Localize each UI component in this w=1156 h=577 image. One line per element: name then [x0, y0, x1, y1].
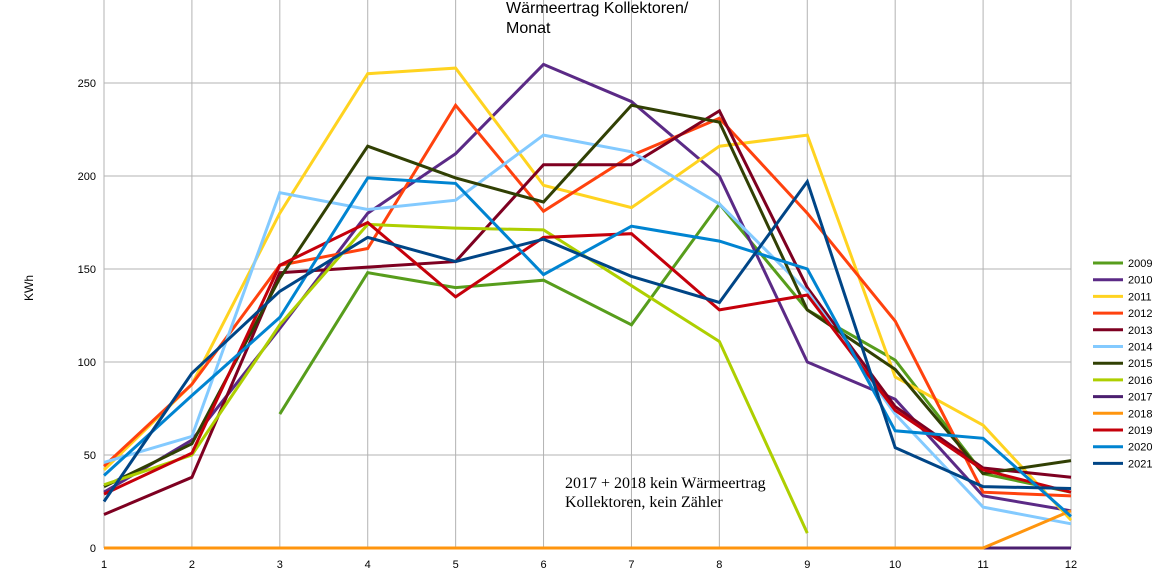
series-2020 [102, 176, 1072, 518]
y-tick-label: 250 [78, 78, 96, 90]
series-2014 [103, 133, 1072, 526]
x-axis-ticks: 1 2 3 4 5 6 7 8 9 10 11 12 [101, 559, 1077, 571]
series-line-2019 [103, 220, 1072, 496]
x-tick-label: 10 [889, 559, 901, 571]
x-tick-label: 5 [453, 559, 459, 571]
legend-label-2013: 2013 [1128, 325, 1152, 337]
series-line-2016 [103, 222, 809, 534]
legend-label-2012: 2012 [1128, 308, 1152, 320]
annotation-line-1: 2017 + 2018 kein Wärmeertrag [565, 475, 766, 492]
series-line-2009 [278, 201, 1072, 494]
legend-label-2014: 2014 [1128, 342, 1152, 354]
x-tick-label: 12 [1065, 559, 1077, 571]
chart-title-line-2: Monat [506, 20, 551, 37]
x-tick-label: 8 [716, 559, 722, 571]
chart-title-line-1: Wärmeertrag Kollektoren/ [506, 0, 689, 17]
y-axis-label: KWh [22, 275, 36, 301]
x-tick-label: 9 [804, 559, 810, 571]
legend-label-2021: 2021 [1128, 458, 1152, 470]
legend: 2009 2010 2011 2012 2013 2014 2015 2016 2017 2018… [1093, 258, 1152, 470]
series-line-2014 [103, 133, 1072, 526]
legend-label-2018: 2018 [1128, 408, 1152, 420]
series-2009 [278, 201, 1072, 494]
x-tick-label: 6 [540, 559, 546, 571]
series-2021 [102, 178, 1072, 503]
x-tick-label: 3 [277, 559, 283, 571]
y-axis-ticks: 0 50 100 150 200 250 [78, 78, 96, 555]
series-line-2018 [104, 509, 1072, 550]
series-line-2012 [102, 102, 1072, 498]
series-2019 [103, 220, 1072, 496]
x-tick-label: 2 [189, 559, 195, 571]
x-tick-label: 7 [628, 559, 634, 571]
legend-label-2019: 2019 [1128, 425, 1152, 437]
legend-label-2020: 2020 [1128, 442, 1152, 454]
y-tick-label: 100 [78, 357, 96, 369]
legend-label-2011: 2011 [1128, 291, 1152, 303]
y-tick-label: 200 [78, 171, 96, 183]
annotation-line-2: Kollektoren, kein Zähler [565, 494, 723, 511]
x-tick-label: 4 [365, 559, 371, 571]
y-tick-label: 50 [84, 450, 96, 462]
series-2016 [103, 222, 809, 534]
x-tick-label: 1 [101, 559, 107, 571]
series-line-2021 [102, 178, 1072, 503]
legend-label-2010: 2010 [1128, 275, 1152, 287]
series-2012 [102, 102, 1072, 498]
legend-label-2017: 2017 [1128, 392, 1152, 404]
y-tick-label: 0 [90, 543, 96, 555]
y-tick-label: 150 [78, 264, 96, 276]
plot-area [102, 62, 1073, 550]
x-tick-label: 11 [977, 559, 988, 571]
legend-label-2015: 2015 [1128, 358, 1152, 370]
series-2018 [104, 509, 1072, 550]
series-line-2020 [102, 176, 1072, 518]
legend-label-2016: 2016 [1128, 375, 1152, 387]
legend-label-2009: 2009 [1128, 258, 1152, 270]
